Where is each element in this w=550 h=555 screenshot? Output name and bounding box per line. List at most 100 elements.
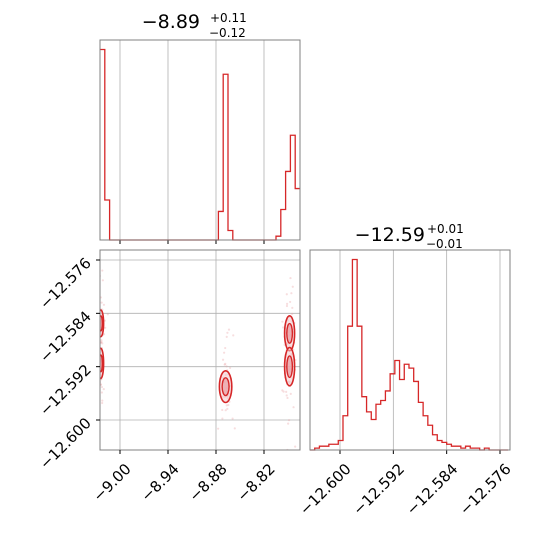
joint-sample-point xyxy=(233,427,236,430)
joint-x-tick-label-2: −8.88 xyxy=(186,460,231,505)
joint-sample-point xyxy=(102,387,105,391)
joint-sample-point xyxy=(291,312,294,315)
joint-contour-inner xyxy=(286,355,294,379)
joint-sample-point xyxy=(225,335,228,338)
joint-sample-point xyxy=(291,285,294,288)
joint-sample-point xyxy=(289,276,292,280)
joint-sample-point xyxy=(104,326,107,329)
joint-sample-point xyxy=(221,408,224,412)
joint-sample-point xyxy=(285,302,289,305)
joint-sample-point xyxy=(227,328,231,331)
joint-sample-point xyxy=(97,355,99,357)
joint-sample-point xyxy=(285,394,288,397)
joint-sample-point xyxy=(97,320,99,322)
joint-sample-point xyxy=(294,445,297,448)
joint-mode-0 xyxy=(100,309,105,338)
joint-sample-point xyxy=(100,301,103,304)
joint-sample-point xyxy=(223,351,226,354)
joint-y-tick-label-2: −12.592 xyxy=(36,361,95,420)
y-marginal-gridlines xyxy=(339,250,501,450)
joint-sample-point xyxy=(227,403,230,407)
joint-sample-point xyxy=(100,385,104,389)
joint-sample-point xyxy=(285,390,288,393)
y-marginal-histogram-step xyxy=(310,258,508,451)
joint-sample-point xyxy=(286,396,289,400)
x-marginal-frame xyxy=(99,39,301,241)
joint-sample-point xyxy=(96,282,98,284)
joint-scatter-points xyxy=(96,254,297,450)
joint-sample-point xyxy=(221,417,224,420)
y-marginal-title-lower-error: −0.01 xyxy=(426,237,463,251)
joint-sample-point xyxy=(101,269,104,272)
x-marginal-title-value: −8.89 xyxy=(142,11,200,33)
joint-sample-point xyxy=(98,393,100,395)
joint-sample-point xyxy=(281,320,284,323)
joint-y-tick-label-3: −12.600 xyxy=(36,414,95,473)
y-marginal-title-value: −12.59 xyxy=(355,224,425,246)
x-marginal-histogram-panel: −8.89 +0.11 −0.12 xyxy=(99,11,301,244)
y-marginal-frame xyxy=(309,249,511,451)
y-marginal-tick-label-1: −12.592 xyxy=(349,460,408,519)
joint-sample-point xyxy=(285,293,288,296)
x-marginal-title-lower-error: −0.12 xyxy=(209,26,246,40)
joint-sample-point xyxy=(100,383,103,386)
joint-frame xyxy=(99,249,301,451)
joint-sample-point xyxy=(217,427,220,430)
joint-sample-point xyxy=(292,406,295,409)
joint-sample-point xyxy=(101,401,104,405)
joint-sample-point xyxy=(100,339,103,342)
x-marginal-title-upper-error: +0.11 xyxy=(210,11,247,25)
x-marginal-ticks xyxy=(119,240,265,244)
joint-sample-point xyxy=(221,358,225,361)
joint-x-tick-label-0: −9.00 xyxy=(90,460,135,505)
joint-sample-point xyxy=(232,334,235,337)
x-marginal-histogram-step xyxy=(100,48,300,241)
joint-sample-point xyxy=(290,292,293,295)
joint-contours xyxy=(96,254,297,450)
joint-sample-point xyxy=(281,389,284,392)
joint-sample-point xyxy=(289,300,292,304)
joint-sample-point xyxy=(98,354,100,356)
joint-sample-point xyxy=(282,390,285,393)
joint-sample-point xyxy=(287,419,291,422)
joint-gridlines xyxy=(100,250,300,450)
y-marginal-ticks: −12.600−12.592−12.584−12.576 xyxy=(296,450,515,519)
joint-mode-1 xyxy=(100,347,105,380)
joint-contour-inner xyxy=(100,354,104,373)
joint-contour-inner xyxy=(286,322,294,344)
joint-sample-point xyxy=(223,363,226,366)
joint-sample-point xyxy=(101,279,104,282)
joint-sample-point xyxy=(96,254,98,256)
joint-y-tick-label-1: −12.584 xyxy=(36,307,95,366)
joint-sample-point xyxy=(285,304,289,308)
x-marginal-gridlines xyxy=(119,40,265,240)
joint-sample-point xyxy=(287,422,290,425)
joint-sample-point xyxy=(291,306,294,309)
joint-sample-point xyxy=(224,409,227,412)
joint-sample-point xyxy=(100,340,103,343)
joint-mode-4 xyxy=(283,346,296,387)
joint-sample-point xyxy=(102,303,106,306)
joint-y-ticks: −12.576−12.584−12.592−12.600 xyxy=(36,254,100,473)
joint-mode-2 xyxy=(218,370,233,404)
y-marginal-tick-label-3: −12.576 xyxy=(456,460,515,519)
joint-x-tick-label-1: −8.94 xyxy=(138,460,183,505)
joint-sample-point xyxy=(101,399,104,402)
joint-sample-point xyxy=(224,362,227,365)
joint-sample-point xyxy=(106,313,109,316)
joint-sample-point xyxy=(289,392,292,395)
joint-y-tick-label-0: −12.576 xyxy=(36,254,95,313)
y-marginal-tick-label-0: −12.600 xyxy=(296,460,355,519)
joint-sample-point xyxy=(282,326,285,329)
joint-contour-inner xyxy=(100,315,104,332)
joint-sample-point xyxy=(226,331,229,334)
joint-mode-3 xyxy=(283,315,296,352)
joint-x-ticks: −9.00 −8.94 −8.88 −8.82 xyxy=(90,450,279,505)
joint-x-tick-label-3: −8.82 xyxy=(234,460,279,505)
joint-sample-point xyxy=(226,407,229,410)
joint-contour-panel: −9.00 −8.94 −8.88 −8.82 −12.576−12.584−12.5… xyxy=(36,249,301,505)
y-marginal-tick-label-2: −12.584 xyxy=(403,460,462,519)
joint-sample-point xyxy=(228,366,232,370)
joint-sample-point xyxy=(100,341,103,344)
